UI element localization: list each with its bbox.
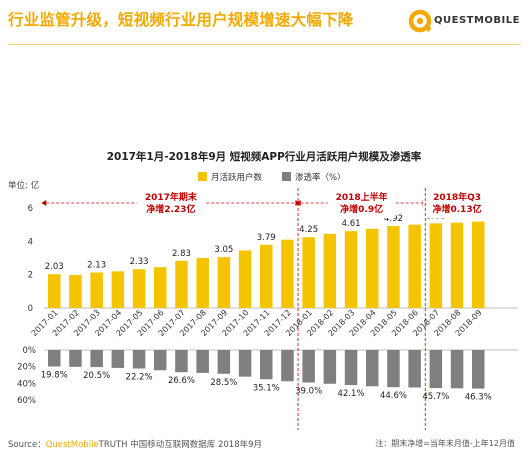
mau-value-label: 4.61	[342, 219, 361, 229]
penetration-bar	[302, 350, 315, 383]
mau-bar	[387, 226, 400, 308]
mau-value-label: 3.05	[214, 245, 233, 255]
penetration-value-label: 26.6%	[168, 376, 195, 386]
annotation-text: 净增0.13亿	[432, 203, 481, 215]
questmobile-logo	[408, 9, 432, 33]
mau-bar	[450, 222, 464, 308]
penetration-bar	[111, 350, 125, 368]
mau-bar	[366, 228, 379, 308]
mau-bar	[429, 223, 443, 308]
legend-label-2: 渗透率（%）	[295, 172, 346, 183]
penetration-value-label: 44.6%	[380, 391, 407, 401]
penetration-bar	[154, 350, 167, 371]
chart-title: 2017年1月-2018年9月 短视频APP行业月活跃用户规模及渗透率	[107, 150, 422, 163]
penetration-bar	[217, 350, 231, 374]
penetration-bar	[69, 350, 82, 367]
penetration-bar	[132, 350, 146, 369]
annotation-box	[136, 188, 205, 218]
mau-bar	[175, 260, 188, 308]
annotation-text: 2017年期末	[145, 191, 198, 203]
mau-value-label: 2.33	[130, 257, 149, 267]
penetration-bar	[429, 350, 443, 389]
source-prefix: Source：	[8, 440, 46, 450]
bottom-axis-tick: 40%	[17, 379, 36, 389]
penetration-value-label: 35.1%	[253, 383, 280, 393]
mau-bar	[48, 274, 61, 308]
penetration-bar	[175, 350, 188, 373]
top-axis-tick: 2	[28, 271, 33, 281]
mau-value-label: 2.83	[172, 249, 191, 259]
penetration-bar	[90, 350, 103, 368]
headline: 行业监管升级，短视频行业用户规模增速大幅下降	[8, 11, 354, 29]
penetration-bar	[281, 350, 294, 382]
penetration-value-label: 45.7%	[422, 392, 449, 402]
penetration-bar	[450, 350, 464, 389]
mau-bar	[196, 258, 209, 308]
mau-value-label: 4.92	[384, 214, 403, 224]
source-line: Source：QuestMobileTRUTH 中国移动互联网数据库 2018年…	[8, 438, 262, 450]
mau-bar	[472, 221, 485, 308]
penetration-value-label: 20.5%	[83, 371, 110, 381]
top-axis-tick: 6	[28, 204, 33, 214]
penetration-bar	[408, 350, 421, 388]
mau-value-label: 3.79	[257, 233, 276, 243]
mau-value-label: 4.25	[299, 225, 318, 235]
mau-bar	[302, 237, 315, 308]
annotation-arrow-left	[41, 200, 47, 206]
annotation-text: 净增2.23亿	[146, 203, 195, 215]
penetration-bar	[323, 350, 337, 384]
mau-value-label: 2.03	[45, 262, 64, 272]
mau-bar	[238, 250, 252, 308]
mau-bar	[323, 233, 337, 308]
mau-bar	[111, 271, 125, 308]
footnote: 注：期末净增=当年末月值-上年12月值	[375, 439, 515, 448]
penetration-value-label: 39.0%	[295, 387, 322, 397]
header-divider	[8, 44, 521, 45]
annotation-text: 2018上半年	[336, 191, 388, 203]
penetration-bar	[387, 350, 400, 388]
brand-name: QUESTMOBILE	[434, 15, 520, 26]
source-brand: QuestMobile	[45, 440, 99, 450]
mau-value-label: 2.13	[87, 261, 106, 271]
bottom-axis-tick: 20%	[17, 363, 36, 373]
mau-bar	[132, 269, 146, 308]
logo-mark-icon	[408, 9, 432, 33]
penetration-bar	[48, 350, 61, 367]
penetration-value-label: 28.5%	[210, 378, 237, 388]
bottom-axis-tick: 0%	[23, 346, 37, 356]
source-detail: TRUTH 中国移动互联网数据库 2018年9月	[98, 440, 263, 450]
mau-bar	[344, 231, 358, 308]
annotation-text: 净增0.9亿	[340, 203, 383, 215]
mau-bar	[217, 257, 231, 308]
legend-swatch-2	[282, 172, 291, 181]
unit-label: 单位: 亿	[8, 180, 39, 191]
penetration-value-label: 19.8%	[41, 371, 68, 381]
bottom-axis-tick: 60%	[17, 396, 36, 406]
annotation-box	[423, 188, 492, 218]
mau-bar	[90, 272, 103, 308]
mau-bar	[408, 224, 421, 308]
penetration-bar	[472, 350, 485, 389]
penetration-value-label: 22.2%	[126, 373, 153, 383]
penetration-bar	[196, 350, 209, 373]
legend-swatch-1	[198, 172, 207, 181]
mau-bar	[69, 275, 82, 308]
penetration-value-label: 42.1%	[338, 389, 365, 399]
top-axis-tick: 0	[28, 304, 33, 314]
annotation-text: 2018年Q3	[433, 191, 481, 203]
penetration-bar	[366, 350, 379, 387]
annotation-box	[327, 188, 396, 218]
mau-bar	[260, 244, 273, 308]
penetration-bar	[238, 350, 252, 377]
penetration-value-label: 46.3%	[465, 393, 492, 403]
top-axis-tick: 4	[28, 237, 33, 247]
mau-bar	[154, 267, 167, 308]
penetration-bar	[344, 350, 358, 386]
legend-label-1: 月活跃用户数	[211, 172, 263, 183]
mau-bar	[281, 239, 294, 308]
penetration-bar	[260, 350, 273, 380]
